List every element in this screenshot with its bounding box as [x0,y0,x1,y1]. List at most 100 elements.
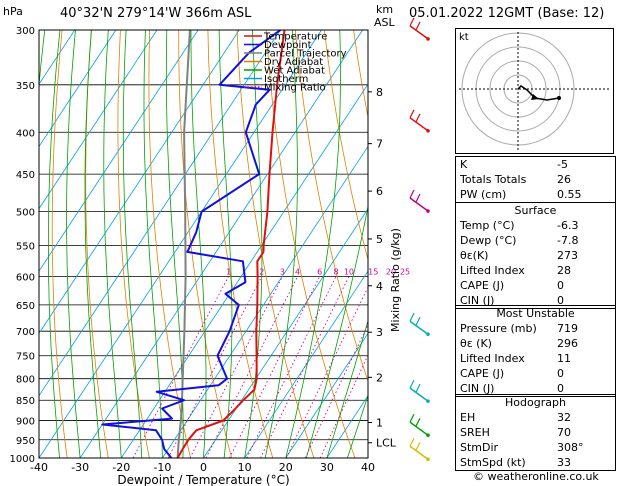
dry-adiabat-line [616,30,629,458]
wind-barb-flag [415,441,421,451]
surface-row: θε(K) 273 [460,249,578,262]
mu-row: θε (K) 296 [460,337,578,350]
wind-barb-flag [409,379,415,389]
isotherm-line [39,30,240,335]
index-row-pw: PW (cm) 0.55 [460,188,582,201]
mu-row: Lifted Index 11 [460,352,571,365]
wet-adiabat-line [143,30,163,458]
mu-row: CIN (J) 0 [460,382,564,395]
pressure-tick-label: 600 [16,272,35,283]
mixing-ratio-line [229,276,321,458]
surface-row: CAPE (J) 0 [460,279,564,292]
temperature-tick-label: -20 [112,461,130,474]
hodograph-table-title: Hodograph [505,396,566,409]
temperature-tick-label: 10 [238,461,252,474]
mixing-ratio-label: 20 [386,267,396,276]
wind-barb-flag [415,417,421,427]
isotherm-line [39,30,322,458]
pressure-tick-label: 700 [16,327,35,338]
wind-barb-flag [409,109,415,119]
isotherm-line [120,83,368,458]
legend-entry: Parcel Trajectory [264,49,347,60]
isotherm-line [79,30,363,458]
wind-barb [409,320,429,335]
most-unstable-table: Most Unstable Pressure (mb) 719 θε (K) 296… [455,305,616,397]
wet-adiabat-line [165,30,184,458]
dry-adiabat-line [207,30,274,458]
mixing-ratio-label: 2 [259,267,264,276]
temperature-tick-label: -40 [30,461,48,474]
legend-entry: Isotherm [264,74,308,85]
asl-label: ASL [374,16,395,29]
mixing-ratio-line [304,323,368,458]
dry-adiabat-line [51,30,68,458]
wind-barb-flag [409,17,415,27]
mixing-ratio-line [167,276,263,458]
surface-row: Dewp (°C) -7.8 [460,234,579,247]
dry-adiabat-line [236,30,315,458]
pressure-tick-label: 300 [16,26,35,37]
km-tick-label: 8 [376,86,383,99]
wet-adiabat-line [264,30,298,458]
wet-adiabat-line [305,204,368,458]
isotherm-line [162,145,368,458]
datetime-title: 05.01.2022 12GMT (Base: 12) [409,6,605,21]
km-tick-label: 6 [376,185,383,198]
km-tick-label: 4 [376,280,383,293]
mixing-ratio-label: 1 [226,267,231,276]
pressure-tick-label: 1000 [10,454,35,465]
wet-adiabat-line [122,30,143,458]
isotherm-line [39,30,158,210]
temperature-tick-label: 20 [279,461,293,474]
temperature-tick-label: 30 [320,461,334,474]
pressure-tick-label: 750 [16,352,35,363]
wind-barb-flag [415,21,421,31]
wet-adiabat-line [285,30,341,458]
wet-adiabat-line [84,30,102,458]
indices-table: K -5 Totals Totals 26 PW (cm) 0.55 [455,156,616,203]
km-tick-label: 3 [376,326,383,339]
hodograph: kt [455,28,614,154]
mu-row: Pressure (mb) 719 [460,322,578,335]
mixing-ratio-label: 10 [344,267,354,276]
wind-barb-flag [415,316,421,326]
mixing-ratio-line [205,276,299,458]
index-row-k: K -5 [460,158,568,171]
surface-row: Temp (°C) -6.3 [460,219,579,232]
dewpoint-line [101,30,281,458]
mu-row: CAPE (J) 0 [460,367,564,380]
km-label: km [376,3,394,16]
dry-adiabat-line [178,30,233,458]
wet-adiabat-line [244,30,263,458]
pressure-tick-label: 650 [16,301,35,312]
mixing-ratio-label: 8 [333,267,338,276]
wind-barb-flag [409,437,415,447]
pressure-tick-label: 450 [16,170,35,181]
mixing-ratio-line [260,276,350,458]
most-unstable-title: Most Unstable [496,307,575,320]
hodograph-table: Hodograph EH 32 SREH 70 StmDir 308° StmSpd … [455,394,616,471]
mixing-ratio-axis-label: Mixing Ratio (g/kg) [389,228,402,332]
km-tick-label: 2 [376,371,383,384]
hodo-row: StmDir 308° [460,441,584,454]
pressure-tick-label: 500 [16,208,35,219]
dry-adiabat-line [117,30,150,458]
wind-barb [409,117,429,132]
dry-adiabat-line [294,30,368,383]
surface-table: Surface Temp (°C) -6.3 Dewp (°C) -7.8 θε(K… [455,202,616,309]
isotherm-line [244,270,368,458]
dry-adiabat-line [148,30,191,458]
dry-adiabat-line [265,30,356,458]
plot-frame [38,29,369,459]
pressure-tick-label: 850 [16,396,35,407]
wind-barb [409,387,429,402]
hodo-row: StmSpd (kt) 33 [460,456,571,469]
pressure-tick-label: 550 [16,241,35,252]
wind-barb [409,445,429,460]
wind-barb [409,197,429,212]
mixing-ratio-label: 3 [280,267,285,276]
wet-adiabat-line [103,30,122,458]
mixing-ratio-label: 25 [400,267,410,276]
pressure-units-label: hPa [3,5,23,18]
